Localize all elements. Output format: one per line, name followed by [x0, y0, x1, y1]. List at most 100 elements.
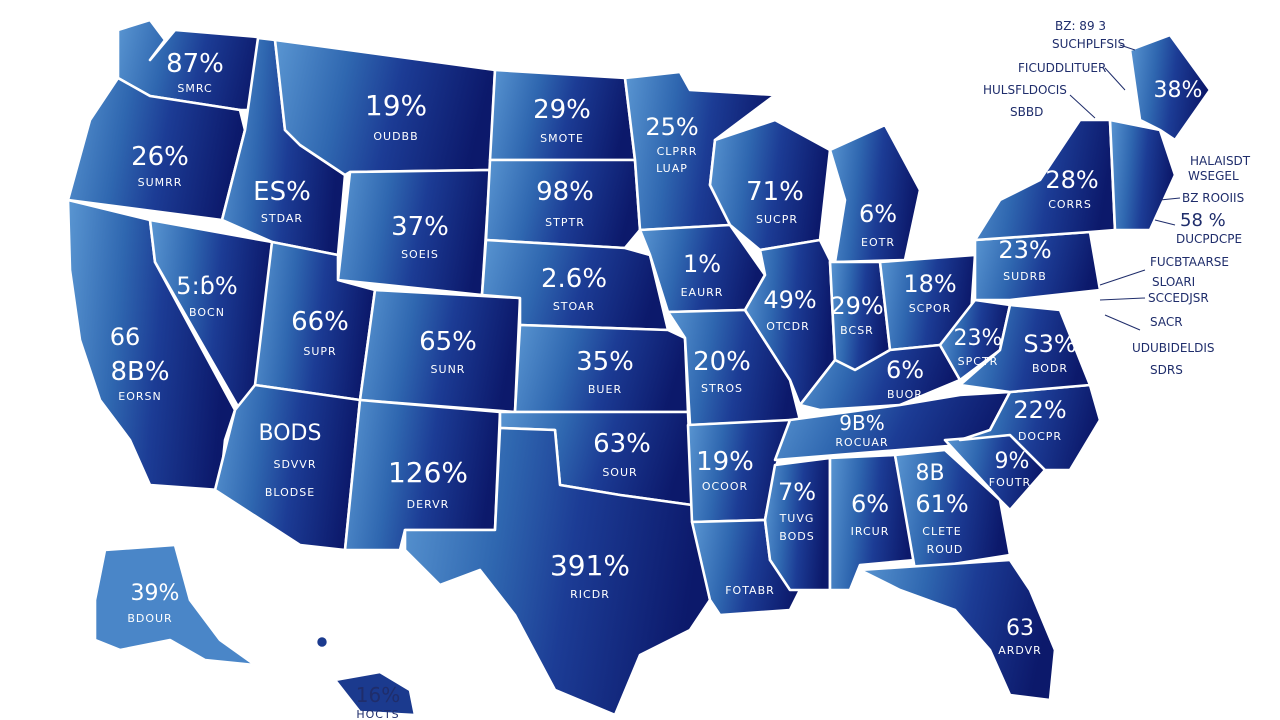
- label-mn-sub: CLPRR: [657, 145, 698, 158]
- label-sd-sub: STPTR: [545, 216, 585, 229]
- callout-top1: BZ: 89 3: [1055, 19, 1106, 33]
- callout-ne-line2: [1154, 219, 1176, 226]
- callout-ma-line2: [1099, 297, 1146, 301]
- callout-top-line1: [1119, 44, 1136, 51]
- label-hi-value: 16%: [356, 683, 400, 707]
- label-id-sub: STDAR: [261, 212, 303, 225]
- callout-ne3: BZ ROOIIS: [1182, 191, 1244, 205]
- callout-ne5: DUCPDCPE: [1176, 232, 1242, 246]
- callout-ma3: SCCEDJSR: [1148, 291, 1209, 305]
- label-ca-value-top: 66: [110, 323, 141, 351]
- state-new-york[interactable]: [973, 118, 1117, 242]
- label-wi-sub: SUCPR: [756, 213, 798, 226]
- label-ks-value: 35%: [576, 347, 634, 377]
- label-ky-value: 6%: [886, 356, 924, 384]
- label-tn-value: 9B%: [839, 411, 884, 435]
- label-in-sub: BCSR: [840, 324, 874, 337]
- label-sc-value: 9%: [995, 449, 1030, 474]
- label-mi-sub: EOTR: [861, 236, 895, 249]
- state-virginia[interactable]: [958, 303, 1092, 394]
- label-wv-sub: SPCTR: [958, 355, 999, 368]
- callout-ma-line3: [1104, 314, 1141, 331]
- label-sd-value: 98%: [536, 177, 594, 207]
- label-va-sub: BODR: [1032, 362, 1068, 375]
- label-nm-value: 126%: [388, 456, 468, 489]
- label-nc-value: 22%: [1013, 396, 1066, 424]
- callout-ma5: UDUBIDELDIS: [1132, 341, 1214, 355]
- label-oh-sub: SCPOR: [909, 302, 952, 315]
- label-co-value: 65%: [419, 327, 477, 357]
- callout-top4: HULSFLDOCIS: [983, 83, 1067, 97]
- label-wv-value: 23%: [954, 326, 1003, 351]
- state-texas[interactable]: [403, 426, 712, 717]
- label-ak-value: 39%: [131, 581, 180, 606]
- state-south-dakota[interactable]: [484, 158, 642, 250]
- label-ok-sub: SOUR: [602, 466, 637, 479]
- label-fl-value: 63: [1006, 616, 1034, 641]
- label-mn-sub2: LUAP: [656, 162, 688, 175]
- callout-ne4: 58 %: [1180, 210, 1226, 231]
- label-ne-sub: STOAR: [553, 300, 595, 313]
- label-il-value: 49%: [763, 286, 816, 314]
- label-wy-value: 37%: [391, 212, 449, 242]
- label-ky-sub: BUOR: [887, 388, 923, 401]
- label-ok-value: 63%: [593, 429, 651, 459]
- label-ga-sub2: ROUD: [927, 543, 964, 556]
- label-al-value: 6%: [851, 490, 889, 518]
- label-va-value: S3%: [1023, 330, 1076, 358]
- state-georgia[interactable]: [893, 448, 1012, 572]
- label-nv-value: 5:ɓ%: [176, 272, 237, 300]
- callout-top-line2: [1104, 67, 1126, 91]
- label-ca-sub: EORSN: [118, 390, 161, 403]
- callout-ne1: HALAISDT: [1190, 154, 1251, 168]
- label-mt-sub: OUDBB: [373, 130, 418, 143]
- state-maine[interactable]: [1128, 33, 1212, 142]
- state-north-carolina[interactable]: [958, 383, 1102, 472]
- callout-ma6: SDRS: [1150, 363, 1183, 377]
- label-ak-sub: BDOUR: [127, 612, 172, 625]
- label-wa-value: 87%: [166, 49, 224, 79]
- label-ms-sub2: BODS: [779, 530, 814, 543]
- label-ne-value: 2.6%: [541, 264, 607, 294]
- label-sc-sub: FOUTR: [989, 476, 1031, 489]
- label-ut-sub: SUPR: [303, 345, 336, 358]
- label-in-value: 29%: [830, 292, 883, 320]
- state-hawaii[interactable]: [333, 670, 417, 717]
- label-or-value: 26%: [131, 142, 189, 172]
- callout-top3: FICUDDLITUER: [1018, 61, 1106, 75]
- label-wi-value: 71%: [746, 177, 804, 207]
- label-or-sub: SUMRR: [138, 176, 183, 189]
- label-ks-sub: BUER: [588, 383, 622, 396]
- hawaii-island: [314, 634, 330, 650]
- label-pa-sub: SUDRB: [1003, 270, 1047, 283]
- label-mi-value: 6%: [859, 200, 897, 228]
- label-mo-value: 20%: [693, 347, 751, 377]
- label-nv-sub: BOCN: [189, 306, 225, 319]
- label-fl-sub: ARDVR: [998, 644, 1042, 657]
- label-mo-sub: STROS: [701, 382, 743, 395]
- callout-top-line3: [1069, 94, 1096, 119]
- label-mt-value: 19%: [365, 89, 427, 122]
- label-ca-value: 8B%: [110, 357, 169, 387]
- label-co-sub: SUNR: [431, 363, 466, 376]
- callout-ne-line1: [1159, 197, 1181, 201]
- label-ny-sub: CORRS: [1048, 198, 1092, 211]
- label-ga-sub: CLETE: [922, 525, 961, 538]
- state-florida[interactable]: [858, 558, 1057, 702]
- label-pa-value: 23%: [998, 236, 1051, 264]
- label-ut-value: 66%: [291, 307, 349, 337]
- label-ny-value: 28%: [1045, 166, 1098, 194]
- state-new-england-south[interactable]: [1108, 118, 1177, 232]
- label-ms-sub: TUVG: [779, 512, 815, 525]
- label-nc-sub: DOCPR: [1018, 430, 1062, 443]
- label-la-sub: FOTABR: [725, 584, 775, 597]
- state-alaska[interactable]: [93, 543, 257, 667]
- label-id-value: ES%: [253, 177, 311, 207]
- label-ia-value: 1%: [683, 250, 721, 278]
- label-ar-value: 19%: [696, 447, 754, 477]
- label-tx-value: 391%: [550, 549, 630, 582]
- label-az-value: BODS: [259, 421, 322, 446]
- label-hi-sub: HOCTS: [356, 708, 399, 720]
- callout-ma1: FUCBTAARSE: [1150, 255, 1229, 269]
